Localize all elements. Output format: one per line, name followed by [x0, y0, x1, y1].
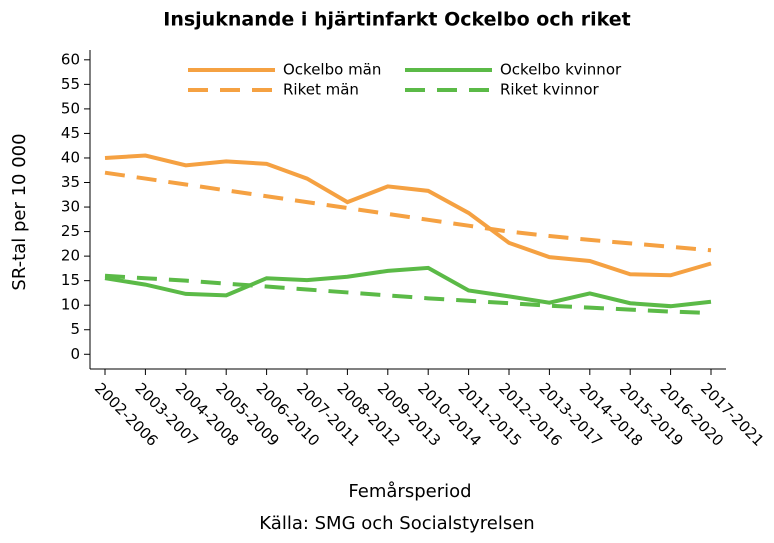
- y-tick-label: 25: [61, 222, 80, 240]
- legend-label: Ockelbo män: [283, 61, 381, 79]
- series-line: [104, 265, 712, 309]
- y-tick-label: 45: [61, 124, 80, 142]
- y-tick-label: 0: [70, 345, 80, 363]
- y-tick-label: 35: [61, 173, 80, 191]
- y-tick-label: 55: [61, 75, 80, 93]
- legend-label: Riket män: [283, 81, 359, 99]
- y-tick-label: 10: [61, 296, 80, 314]
- y-tick-label: 40: [61, 148, 80, 166]
- y-tick-label: 20: [61, 247, 80, 265]
- y-tick-label: 15: [61, 271, 80, 289]
- y-tick-label: 30: [61, 198, 80, 216]
- series-line: [104, 170, 712, 253]
- series-line: [104, 273, 712, 316]
- chart-title: Insjuknande i hjärtinfarkt Ockelbo och r…: [163, 9, 630, 31]
- y-tick-label: 50: [61, 99, 80, 117]
- x-axis-label: Femårsperiod: [348, 481, 471, 502]
- y-axis-label: SR-tal per 10 000: [9, 133, 30, 290]
- y-tick-label: 60: [61, 50, 80, 68]
- series-line: [104, 153, 712, 278]
- legend-label: Riket kvinnor: [500, 81, 600, 99]
- legend-label: Ockelbo kvinnor: [500, 61, 622, 79]
- source: Källa: SMG och Socialstyrelsen: [259, 513, 534, 534]
- y-tick-label: 5: [70, 320, 80, 338]
